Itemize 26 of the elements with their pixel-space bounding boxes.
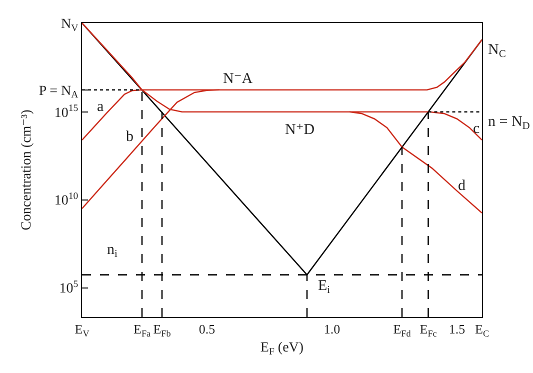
annotation: a <box>97 99 104 115</box>
annotation: E$_{i}$ <box>318 278 330 296</box>
y-tick-label: 10$^{5}$ <box>59 278 78 297</box>
text: n = N$_{D}$ <box>488 114 530 132</box>
x-tick-label: E$_{Fc}$ <box>420 322 437 338</box>
annotation: N⁻A <box>223 71 253 87</box>
x-tick-label: E$_{Fa}$ <box>133 322 151 338</box>
x-tick-label: 1.0 <box>324 322 340 337</box>
text: N$_{C}$ <box>488 42 506 60</box>
x-tick-label: 0.5 <box>198 322 216 337</box>
annotation: N⁺D <box>285 122 315 138</box>
y-tick-label: 10$^{15}$ <box>54 102 78 121</box>
x-tick-label: E$_{V}$ <box>74 322 90 338</box>
x-tick-label: E$_{C}$ <box>474 322 490 338</box>
annotation: d <box>458 178 466 194</box>
x-axis-title: E$_{F}$ (eV) <box>260 340 304 358</box>
y-tick-label: 10$^{10}$ <box>54 190 78 209</box>
x-tick-label: E$_{Fd}$ <box>393 322 412 338</box>
annotation: n$_{i}$ <box>107 242 118 260</box>
y-axis-title: Concentration (cm⁻³) <box>19 109 34 230</box>
annotation: b <box>126 129 134 145</box>
y-tick-label: N$_{V}$ <box>60 16 78 34</box>
x-tick-label: E$_{Fb}$ <box>153 322 172 338</box>
y-tick-label: P = N$_{A}$ <box>38 84 78 101</box>
x-tick-label: 1.5 <box>448 322 466 337</box>
annotation: c <box>473 121 480 137</box>
